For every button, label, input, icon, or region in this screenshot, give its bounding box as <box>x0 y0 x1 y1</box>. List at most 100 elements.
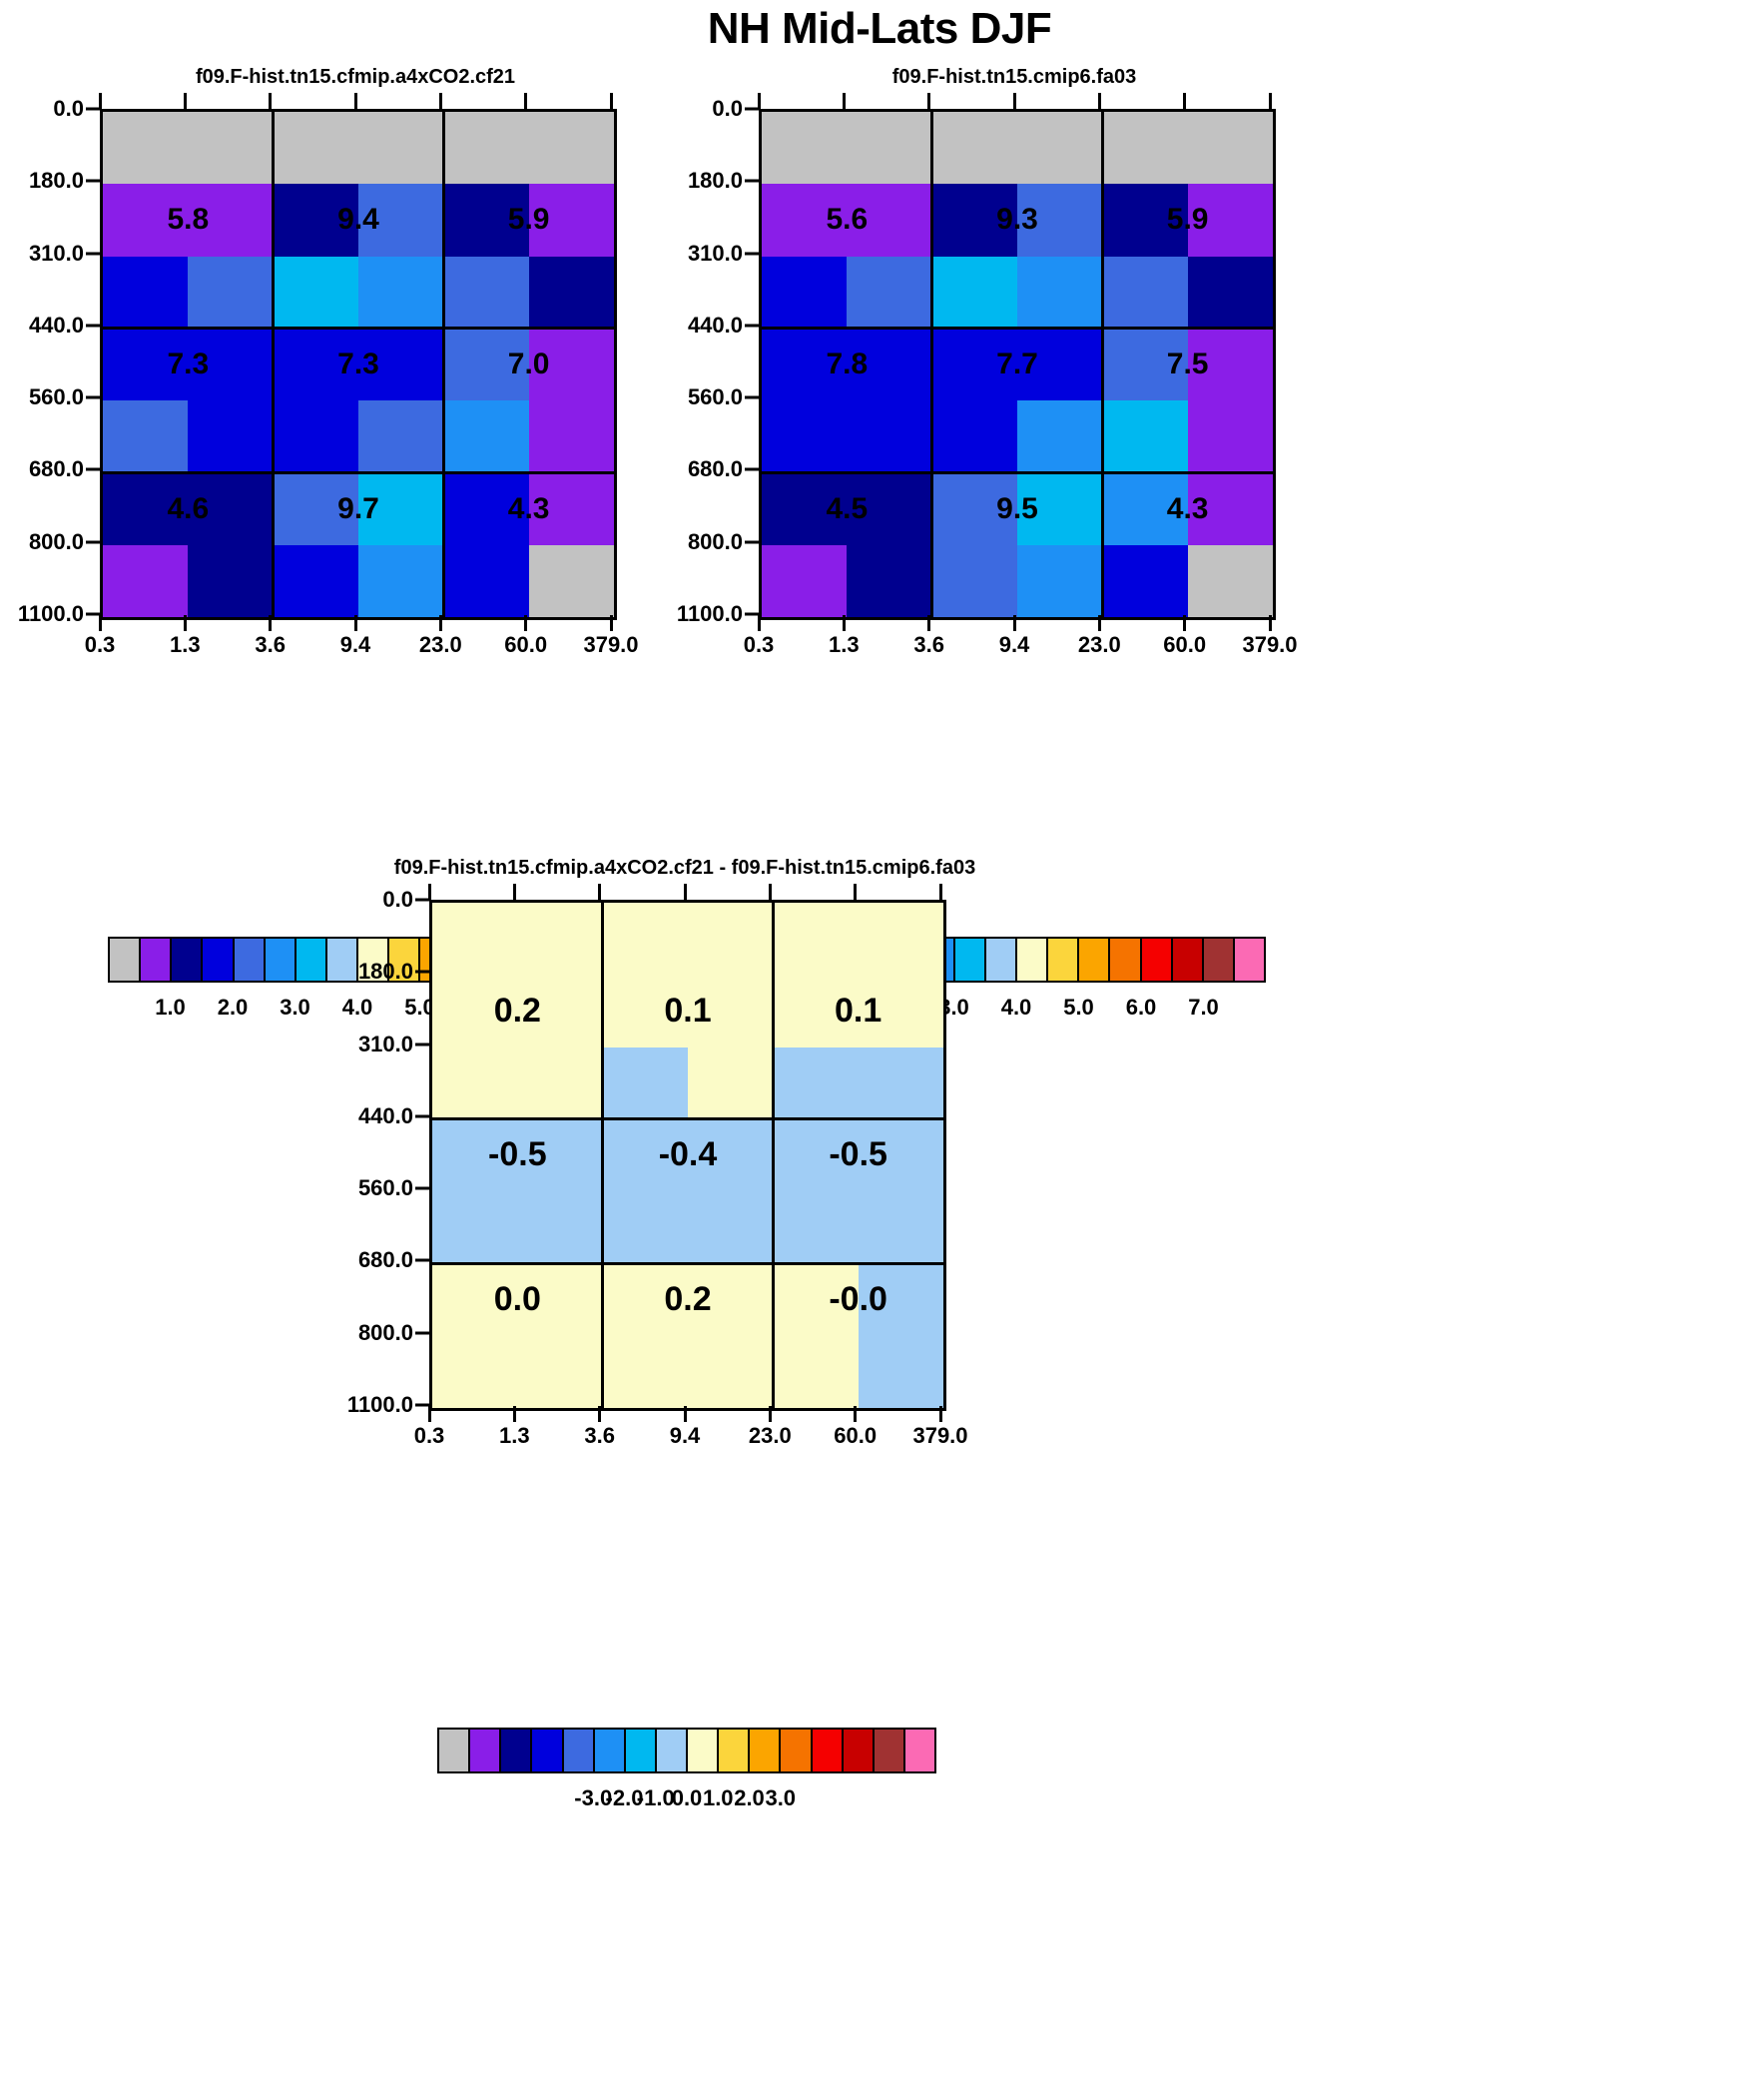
cell-value-slot <box>1188 472 1273 544</box>
heatmap-cell <box>103 400 189 473</box>
y-axis-tick-mark <box>86 179 102 183</box>
heatmap-cell <box>443 472 529 545</box>
heatmap-cell <box>773 1263 859 1336</box>
colorbar-swatch <box>892 939 924 981</box>
x-axis-tick-mark-top <box>683 884 687 900</box>
heatmap-cell <box>858 1118 943 1192</box>
heatmap-cell <box>847 184 932 257</box>
cell-value-slot <box>762 112 847 184</box>
cell-value-slot <box>529 545 614 617</box>
heatmap-cell <box>358 400 444 473</box>
cell-value-slot <box>432 1191 517 1263</box>
heatmap-cell <box>1187 544 1273 617</box>
colorbar-tick-label: -3.0 <box>574 1785 613 1810</box>
heatmap-cell <box>1017 400 1103 473</box>
x-axis-tick-label: 23.0 <box>418 632 462 657</box>
heatmap-cell <box>273 400 358 473</box>
colorbar-swatch <box>719 1730 751 1771</box>
colorbar-swatch <box>110 939 142 981</box>
y-axis-tick-mark <box>745 252 761 256</box>
cell-value-slot <box>188 329 273 400</box>
heatmap-cell <box>931 400 1017 473</box>
heatmap-cell <box>688 975 774 1048</box>
heatmap-cell <box>688 903 774 976</box>
colorbar: -3.0 -2.0 -1.0 0.0 1.0 2.0 3.0 <box>437 1728 936 1810</box>
colorbar-swatch <box>594 1730 626 1771</box>
x-axis-tick-mark-top <box>842 93 846 109</box>
cell-value-slot <box>1188 329 1273 400</box>
x-axis-tick-mark-top <box>269 93 273 109</box>
cell-value: 4.6 <box>167 491 210 525</box>
cell-value-slot <box>517 1048 602 1119</box>
cell-value-slot <box>443 257 528 329</box>
colorbar-tick-label: -2.0 <box>605 1785 644 1810</box>
colorbar-swatch <box>1203 939 1235 981</box>
heatmap-cell <box>847 112 932 185</box>
y-axis-tick-label: 0.0 <box>53 96 84 121</box>
heatmap-cell <box>847 256 932 329</box>
y-axis-tick-label: 180.0 <box>357 959 413 985</box>
heatmap-cell <box>1187 112 1273 185</box>
cell-value-slot <box>1188 400 1273 472</box>
y-axis-tick-mark <box>86 467 102 471</box>
y-axis-tick-label: 1100.0 <box>676 601 743 626</box>
x-axis-tick-mark-top <box>438 93 442 109</box>
cell-value: 0.1 <box>664 991 712 1030</box>
cell-value-slot <box>517 975 602 1047</box>
colorbar-swatch <box>781 1730 813 1771</box>
y-axis-tick-label: 440.0 <box>28 312 84 338</box>
heatmap-cell <box>1017 544 1103 617</box>
heatmap-cell <box>1187 472 1273 545</box>
colorbar-swatch <box>954 939 986 981</box>
heatmap-cell <box>443 112 529 185</box>
heatmap-cell <box>847 400 932 473</box>
y-axis-tick-mark <box>745 540 761 544</box>
heatmap-cell <box>103 184 189 257</box>
heatmap-cell <box>1102 400 1188 473</box>
cell-value-slot <box>603 1048 688 1119</box>
cell-value-slot <box>603 1191 688 1263</box>
colorbar-tick-label: -1.0 <box>636 1785 675 1810</box>
y-axis-tick-label: 800.0 <box>28 528 84 554</box>
colorbar-swatch <box>482 939 514 981</box>
heatmap-cell <box>273 472 358 545</box>
x-axis-tick-mark-top <box>609 93 613 109</box>
x-axis-tick-mark-bottom <box>98 615 102 631</box>
x-axis-tick-label: 9.4 <box>998 632 1030 657</box>
heatmap-cell <box>358 112 444 185</box>
cell-value-slot <box>103 257 188 329</box>
cell-value-slot <box>847 112 931 184</box>
heatmap-cell <box>517 1118 603 1192</box>
heatmap-cell <box>103 112 189 185</box>
x-axis-tick-mark-bottom <box>1012 615 1016 631</box>
heatmap-cell <box>528 184 614 257</box>
colorbar-swatch <box>544 939 576 981</box>
heatmap-cell <box>602 975 688 1048</box>
cell-value-slot <box>762 257 847 329</box>
heatmap-cell <box>103 472 189 545</box>
heatmap-cell <box>432 975 518 1048</box>
colorbar-tick-label: 4.0 <box>341 995 373 1020</box>
heatmap-cell <box>103 256 189 329</box>
x-axis-tick-label: 1.3 <box>829 632 860 657</box>
x-axis-tick-mark-bottom <box>938 1406 942 1422</box>
x-axis-tick-mark-bottom <box>512 1406 516 1422</box>
x-axis-tick-label: 60.0 <box>834 1423 878 1448</box>
y-axis-tick-mark <box>745 179 761 183</box>
y-axis-tick-mark <box>415 898 431 902</box>
heatmap-cell <box>762 112 848 185</box>
cell-value-slot <box>529 112 614 184</box>
cell-value-slot <box>529 472 614 544</box>
major-gridline-vertical <box>771 903 775 1408</box>
heatmap-cell <box>443 544 529 617</box>
x-axis-tick-mark-bottom <box>1097 615 1101 631</box>
x-axis-tick-label: 23.0 <box>748 1423 792 1448</box>
cell-value: 7.3 <box>167 347 210 380</box>
x-axis-tick-label: 9.4 <box>339 632 371 657</box>
heatmap-cells <box>432 903 943 1408</box>
cell-value-slot <box>932 545 1017 617</box>
heatmap-cell <box>103 544 189 617</box>
cell-value: -0.5 <box>829 1135 887 1174</box>
colorbar-swatch <box>750 1730 782 1771</box>
